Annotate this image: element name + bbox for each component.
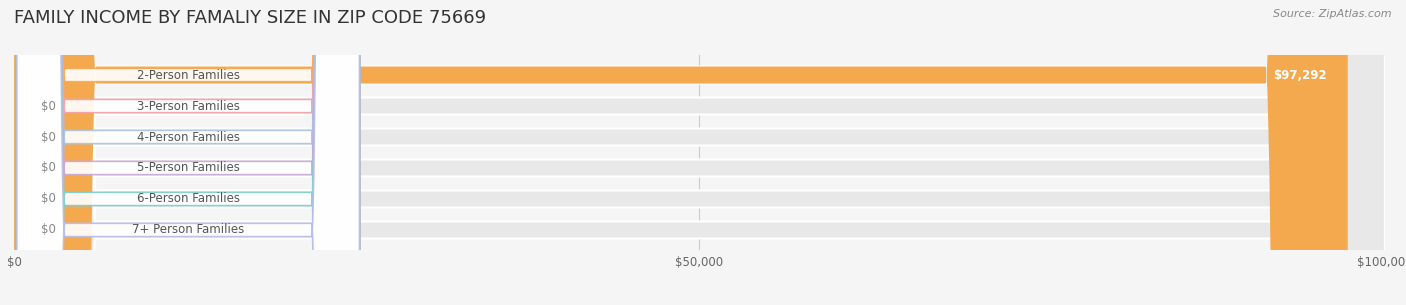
FancyBboxPatch shape bbox=[17, 0, 360, 305]
Text: $0: $0 bbox=[42, 131, 56, 144]
Text: $97,292: $97,292 bbox=[1274, 69, 1327, 81]
Text: $0: $0 bbox=[42, 192, 56, 206]
Text: Source: ZipAtlas.com: Source: ZipAtlas.com bbox=[1274, 9, 1392, 19]
FancyBboxPatch shape bbox=[17, 0, 360, 305]
FancyBboxPatch shape bbox=[14, 0, 1385, 305]
FancyBboxPatch shape bbox=[14, 0, 1385, 305]
Text: 4-Person Families: 4-Person Families bbox=[136, 131, 239, 144]
Text: 2-Person Families: 2-Person Families bbox=[136, 69, 239, 81]
FancyBboxPatch shape bbox=[17, 0, 360, 305]
Text: $0: $0 bbox=[42, 224, 56, 236]
Text: 6-Person Families: 6-Person Families bbox=[136, 192, 239, 206]
Text: 7+ Person Families: 7+ Person Families bbox=[132, 224, 245, 236]
FancyBboxPatch shape bbox=[14, 0, 1385, 305]
Text: 5-Person Families: 5-Person Families bbox=[136, 161, 239, 174]
Text: FAMILY INCOME BY FAMALIY SIZE IN ZIP CODE 75669: FAMILY INCOME BY FAMALIY SIZE IN ZIP COD… bbox=[14, 9, 486, 27]
FancyBboxPatch shape bbox=[14, 0, 1385, 305]
FancyBboxPatch shape bbox=[14, 0, 1348, 305]
Text: $0: $0 bbox=[42, 99, 56, 113]
Text: $0: $0 bbox=[42, 161, 56, 174]
FancyBboxPatch shape bbox=[17, 0, 360, 305]
FancyBboxPatch shape bbox=[17, 0, 360, 305]
Text: 3-Person Families: 3-Person Families bbox=[136, 99, 239, 113]
FancyBboxPatch shape bbox=[14, 0, 1385, 305]
FancyBboxPatch shape bbox=[17, 0, 360, 305]
FancyBboxPatch shape bbox=[14, 0, 1385, 305]
